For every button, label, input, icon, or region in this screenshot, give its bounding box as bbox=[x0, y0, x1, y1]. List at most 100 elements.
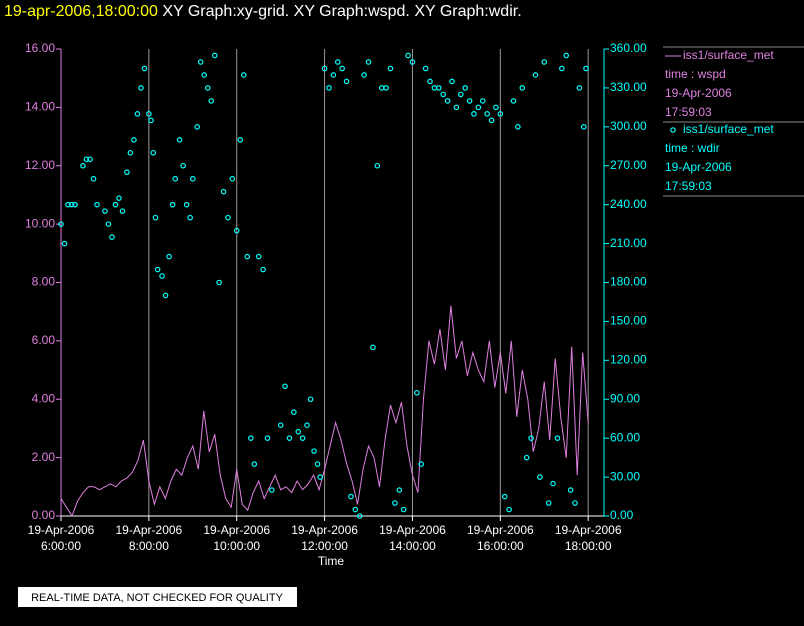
wdir-point bbox=[80, 162, 86, 169]
chart-title: 19-apr-2006,18:00:00 XY Graph:xy-grid. X… bbox=[4, 3, 522, 20]
x-tick-date: 19-Apr-2006 bbox=[379, 523, 446, 537]
legend-name: iss1/surface_met bbox=[683, 122, 774, 136]
wdir-point bbox=[484, 111, 490, 117]
wdir-point bbox=[299, 435, 306, 441]
wdir-point bbox=[291, 409, 297, 416]
legend-detail: 17:59:03 bbox=[665, 179, 712, 193]
wdir-point bbox=[154, 266, 161, 273]
wdir-point bbox=[405, 52, 411, 59]
wdir-point bbox=[94, 201, 100, 208]
wdir-point bbox=[563, 52, 570, 59]
y2-tick-label: 180.00 bbox=[610, 275, 647, 289]
x-tick-date: 19-Apr-2006 bbox=[116, 523, 183, 537]
wdir-point bbox=[119, 208, 126, 214]
wdir-point bbox=[124, 169, 130, 176]
wdir-point bbox=[240, 72, 247, 78]
wdir-point bbox=[197, 59, 204, 65]
wdir-point bbox=[567, 487, 574, 493]
wdir-point bbox=[282, 383, 288, 390]
wdir-point bbox=[159, 273, 165, 279]
wdir-point bbox=[510, 98, 517, 104]
wdir-point bbox=[233, 227, 240, 234]
wdir-point bbox=[317, 474, 323, 480]
wdir-point bbox=[326, 85, 332, 91]
wdir-point bbox=[572, 500, 578, 506]
wdir-point bbox=[295, 428, 302, 435]
wdir-point bbox=[72, 201, 78, 208]
wdir-point bbox=[541, 59, 548, 65]
wdir-point bbox=[453, 104, 460, 111]
wdir-point bbox=[269, 487, 275, 493]
wdir-point bbox=[387, 65, 394, 72]
wdir-point bbox=[528, 435, 534, 441]
wdir-point bbox=[204, 85, 211, 91]
wdir-point bbox=[422, 65, 429, 72]
x-axis-label: Time bbox=[318, 554, 345, 568]
wdir-point bbox=[365, 59, 372, 65]
wdir-point bbox=[466, 98, 473, 104]
y2-tick-label: 60.00 bbox=[610, 430, 640, 444]
x-tick-label: 12:00:00 bbox=[301, 539, 348, 553]
wdir-point bbox=[172, 175, 179, 182]
wdir-point bbox=[501, 493, 508, 500]
wdir-point bbox=[169, 201, 176, 208]
x-tick-label: 10:00:00 bbox=[213, 539, 260, 553]
y-tick-label: 12.00 bbox=[25, 158, 55, 172]
wdir-point bbox=[559, 65, 565, 72]
wdir-point bbox=[102, 208, 108, 214]
wdir-point bbox=[194, 124, 200, 130]
wdir-point bbox=[475, 104, 482, 111]
wdir-point bbox=[497, 111, 504, 117]
wdir-point bbox=[150, 149, 157, 156]
legend-name: iss1/surface_met bbox=[683, 48, 774, 62]
wdir-point bbox=[68, 201, 75, 208]
wdir-point bbox=[141, 65, 148, 72]
y2-tick-label: 30.00 bbox=[610, 469, 640, 483]
wspd-line bbox=[60, 305, 589, 518]
wdir-point bbox=[537, 474, 543, 480]
wdir-point bbox=[180, 162, 186, 169]
wdir-point bbox=[260, 266, 266, 273]
legend-detail: time : wspd bbox=[665, 67, 726, 81]
wdir-point bbox=[187, 214, 193, 221]
wdir-point bbox=[90, 175, 97, 182]
y2-tick-label: 300.00 bbox=[610, 119, 647, 133]
x-tick-date: 19-Apr-2006 bbox=[555, 523, 622, 537]
wdir-point bbox=[519, 85, 526, 91]
wdir-point bbox=[162, 292, 169, 299]
wdir-point bbox=[493, 104, 499, 111]
wdir-point bbox=[83, 156, 90, 163]
wdir-point bbox=[383, 85, 389, 91]
wdir-point bbox=[515, 124, 521, 130]
wdir-point bbox=[361, 72, 367, 78]
wdir-point bbox=[427, 78, 433, 85]
wdir-point bbox=[176, 137, 183, 143]
wdir-point bbox=[166, 253, 172, 260]
wdir-point bbox=[457, 91, 464, 98]
wdir-point bbox=[105, 221, 112, 227]
title-time: 19-apr-2006,18:00:00 bbox=[4, 3, 158, 20]
wdir-point bbox=[576, 85, 583, 91]
wdir-point bbox=[583, 65, 589, 72]
y-tick-label: 4.00 bbox=[32, 391, 56, 405]
wdir-point bbox=[506, 506, 512, 513]
wdir-point bbox=[436, 85, 442, 91]
y-tick-label: 2.00 bbox=[32, 450, 56, 464]
wdir-point bbox=[339, 65, 345, 72]
wdir-point bbox=[183, 201, 190, 208]
wdir-point bbox=[264, 435, 271, 441]
wdir-point bbox=[247, 435, 254, 441]
y2-tick-label: 90.00 bbox=[610, 391, 640, 405]
wdir-point bbox=[220, 188, 227, 195]
wdir-point bbox=[208, 98, 215, 104]
wdir-point bbox=[65, 201, 71, 208]
x-tick-label: 8:00:00 bbox=[129, 539, 169, 553]
wdir-point bbox=[216, 279, 222, 286]
wdir-point bbox=[58, 221, 64, 227]
x-tick-label: 16:00:00 bbox=[477, 539, 524, 553]
wdir-point bbox=[311, 448, 317, 454]
x-tick-label: 6:00:00 bbox=[41, 539, 81, 553]
wdir-point bbox=[189, 175, 196, 182]
